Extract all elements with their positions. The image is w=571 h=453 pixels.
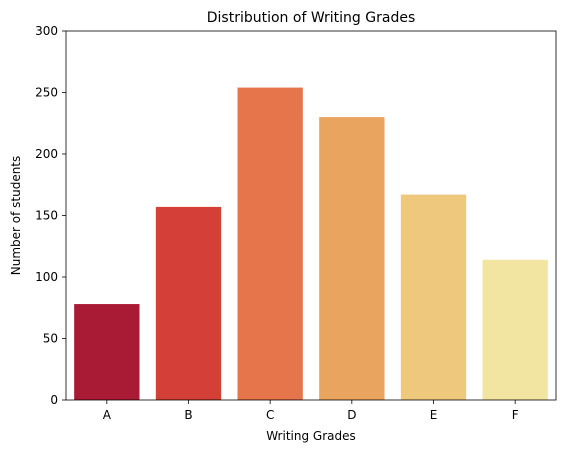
bar-f xyxy=(482,259,548,400)
y-tick-label: 100 xyxy=(35,270,58,284)
chart-title: Distribution of Writing Grades xyxy=(207,10,416,26)
x-tick-label: A xyxy=(103,408,112,422)
x-tick-label: F xyxy=(512,408,519,422)
bar-c xyxy=(237,87,303,400)
x-axis-title: Writing Grades xyxy=(266,429,356,443)
bar-b xyxy=(155,206,222,400)
bar-e xyxy=(400,194,467,400)
y-tick-label: 200 xyxy=(35,147,58,161)
x-tick-label: C xyxy=(266,408,274,422)
y-tick-label: 250 xyxy=(35,86,58,100)
y-tick-label: 300 xyxy=(35,24,58,38)
x-tick-label: B xyxy=(184,408,192,422)
y-tick-label: 0 xyxy=(50,393,58,407)
bars xyxy=(74,87,548,400)
plot-frame xyxy=(65,30,557,401)
x-tick-label: E xyxy=(430,408,438,422)
bar-a xyxy=(74,304,140,400)
y-tick-label: 50 xyxy=(43,332,58,346)
bar-d xyxy=(319,117,385,400)
y-axis-ticks: 0 50 100 150 200 250 300 xyxy=(35,24,66,407)
x-tick-label: D xyxy=(347,408,356,422)
y-axis-title: Number of students xyxy=(9,156,23,276)
y-tick-label: 150 xyxy=(35,209,58,223)
x-axis-ticks: A B C D E F xyxy=(103,400,519,422)
